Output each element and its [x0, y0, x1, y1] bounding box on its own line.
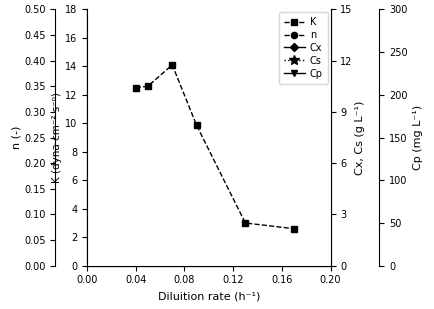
Y-axis label: Cp (mg L⁻¹): Cp (mg L⁻¹) — [412, 105, 422, 170]
X-axis label: Diluition rate (h⁻¹): Diluition rate (h⁻¹) — [157, 291, 260, 301]
Y-axis label: n (-): n (-) — [11, 126, 21, 149]
Y-axis label: Cx, Cs (g L⁻¹): Cx, Cs (g L⁻¹) — [355, 100, 365, 175]
Y-axis label: K (dyna cm⁻² s⁻ⁿ): K (dyna cm⁻² s⁻ⁿ) — [52, 92, 62, 183]
Legend: K, n, Cx, Cs, Cp: K, n, Cx, Cs, Cp — [278, 12, 327, 83]
